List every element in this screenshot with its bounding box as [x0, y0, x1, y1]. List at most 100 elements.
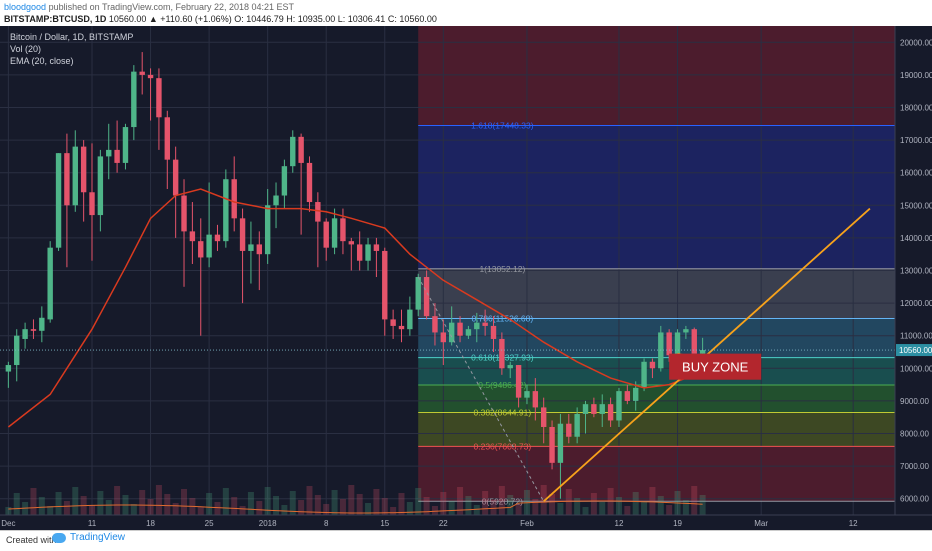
chart-legend: Bitcoin / Dollar, 1D, BITSTAMP Vol (20) … [10, 31, 133, 67]
candle-body-20 [172, 159, 179, 196]
candle-body-55 [465, 329, 472, 336]
price-axis-bg [895, 26, 932, 530]
candle-body-45 [382, 250, 388, 320]
legend-ema[interactable]: EMA (20, close) [10, 56, 74, 66]
volume-bar-15 [130, 504, 137, 515]
candle-body-16 [139, 71, 145, 75]
candle-body-58 [490, 325, 497, 339]
buy-zone-label: BUY ZONE [682, 360, 749, 375]
volume-ma-line [8, 500, 703, 514]
candle-body-5 [47, 247, 53, 320]
fib-zone-1 [418, 125, 895, 269]
candle-body-30 [256, 244, 262, 255]
y-tick-label-12: 8000.00 [900, 430, 929, 439]
candle-body-21 [181, 195, 187, 232]
chart-area[interactable]: 1.618(17448.33) 1(13052.12) 0.786(11526.68… [0, 26, 932, 530]
candle-body-54 [457, 322, 463, 336]
candle-body-18 [156, 78, 162, 118]
candle-body-19 [164, 117, 170, 160]
volume-bar-67 [565, 489, 572, 515]
candle-body-1 [14, 335, 20, 366]
volume-bar-47 [398, 493, 405, 515]
candle-body-62 [524, 391, 530, 398]
volume-bar-29 [247, 492, 254, 515]
volume-bar-82 [691, 486, 698, 515]
candle-body-65 [549, 426, 555, 463]
candle-body-44 [373, 244, 380, 251]
ohlc-quote: 10560.00 ▲ +110.60 (+1.06%) O: 10446.79 … [108, 14, 437, 24]
y-tick-label-9: 11000.00 [900, 332, 932, 341]
volume-bar-21 [181, 489, 188, 515]
x-tick-label-8: Feb [520, 519, 534, 528]
candle-body-39 [331, 218, 338, 248]
candle-body-46 [390, 319, 396, 326]
volume-bar-31 [264, 487, 271, 515]
candle-body-41 [348, 241, 355, 245]
fib-zone-3 [418, 318, 895, 358]
volume-bar-10 [89, 505, 96, 515]
cloud-icon [52, 532, 66, 543]
candle-body-29 [248, 244, 254, 251]
candle-body-9 [80, 146, 87, 193]
volume-bar-75 [632, 492, 639, 515]
volume-bar-28 [239, 506, 246, 515]
candle-body-17 [147, 74, 154, 79]
fib-zone-6 [418, 412, 895, 447]
candle-body-36 [306, 162, 313, 203]
volume-bar-73 [615, 497, 622, 515]
y-tick-label-5: 15000.00 [900, 201, 932, 210]
candle-body-83 [699, 350, 706, 354]
candle-body-11 [97, 156, 104, 216]
volume-bar-56 [473, 505, 480, 515]
fib-anchor-line [417, 276, 545, 502]
candle-body-26 [223, 179, 229, 242]
volume-bar-26 [222, 488, 229, 515]
y-tick-label-11: 9000.00 [900, 397, 929, 406]
candle-body-24 [206, 234, 212, 258]
volume-bar-83 [699, 495, 706, 515]
candle-body-70 [591, 404, 597, 414]
fib-label-5: 0.382(8644.91) [474, 407, 532, 417]
volume-bar-39 [331, 490, 338, 515]
x-tick-label-0: Dec [1, 519, 15, 528]
legend-title: Bitcoin / Dollar, 1D, BITSTAMP [10, 32, 134, 42]
y-tick-label-10: 10000.00 [900, 364, 932, 373]
y-tick-label-8: 12000.00 [900, 299, 932, 308]
candle-body-47 [398, 325, 405, 330]
y-tick-label-2: 18000.00 [900, 104, 932, 113]
volume-bar-20 [172, 503, 179, 515]
volume-bar-54 [457, 487, 464, 515]
candle-body-52 [440, 332, 447, 343]
fib-zone-4 [418, 357, 895, 386]
volume-bar-77 [649, 487, 656, 515]
y-tick-label-0: 20000.00 [900, 38, 932, 47]
volume-bar-59 [498, 486, 505, 515]
author-link[interactable]: bloodgood [4, 2, 47, 12]
volume-bar-81 [682, 500, 689, 515]
volume-bar-8 [72, 487, 79, 515]
candle-body-0 [5, 365, 12, 372]
y-tick-label-6: 14000.00 [900, 234, 932, 243]
candle-body-40 [340, 218, 346, 242]
volume-bar-35 [298, 500, 305, 515]
volume-bar-69 [582, 507, 589, 515]
candle-body-63 [532, 391, 539, 408]
candle-body-56 [474, 322, 480, 330]
candle-body-64 [540, 407, 547, 427]
legend-volume[interactable]: Vol (20) [10, 44, 42, 54]
x-tick-label-7: 22 [439, 519, 448, 528]
volume-bar-66 [557, 503, 564, 515]
fib-label-0: 1.618(17448.33) [471, 120, 534, 130]
volume-bar-64 [540, 485, 547, 515]
candle-body-79 [666, 332, 672, 356]
candle-body-34 [290, 136, 296, 167]
volume-bar-32 [273, 496, 280, 515]
x-tick-label-4: 2018 [259, 519, 277, 528]
ema-line [7, 188, 695, 428]
volume-bar-78 [657, 496, 664, 515]
volume-bar-6 [55, 492, 62, 515]
tradingview-logo[interactable]: TradingView [52, 532, 125, 543]
volume-bar-43 [365, 503, 372, 515]
x-tick-label-1: 11 [88, 519, 97, 528]
price-chart-svg[interactable]: 1.618(17448.33) 1(13052.12) 0.786(11526.68… [0, 26, 932, 530]
